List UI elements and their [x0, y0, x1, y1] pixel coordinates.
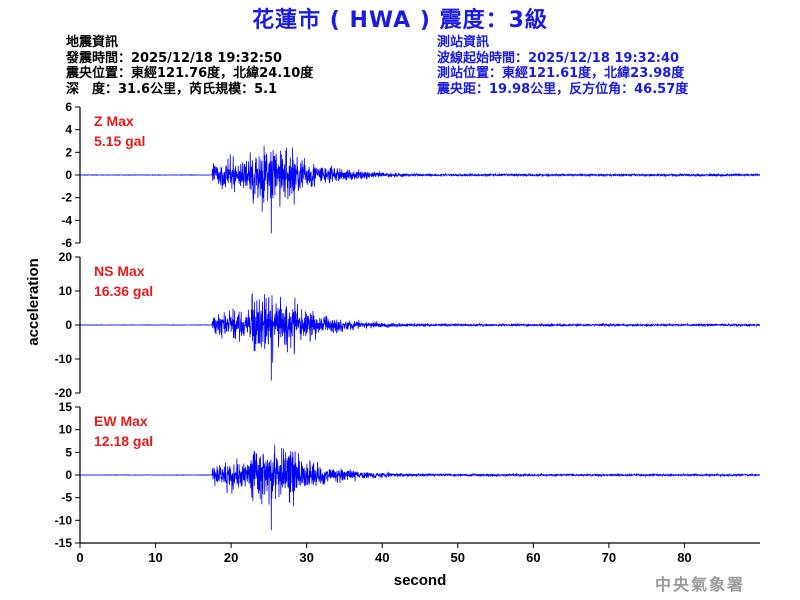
y-tick-label: 15 — [59, 400, 73, 414]
y-tick-label: -20 — [55, 386, 73, 400]
waveform-z — [79, 145, 761, 234]
earthquake-info-heading: 地震資訊 — [66, 35, 119, 50]
waveform-ew — [79, 444, 760, 531]
max-label: Z Max — [94, 113, 134, 129]
x-tick-label: 40 — [375, 550, 389, 565]
distance-azimuth: 震央距：19.98公里，反方位角：46.57度 — [437, 81, 689, 97]
y-tick-label: 20 — [59, 250, 73, 264]
y-tick-label: -10 — [55, 352, 73, 366]
y-tick-label: 6 — [65, 100, 72, 114]
y-tick-label: 10 — [59, 284, 73, 298]
epicenter-location: 震央位置：東經121.76度，北緯24.10度 — [66, 66, 314, 81]
max-label: NS Max — [94, 263, 145, 279]
x-tick-label: 80 — [677, 550, 691, 565]
x-tick-label: 0 — [76, 550, 83, 565]
y-tick-label: -5 — [61, 491, 72, 505]
x-tick-label: 70 — [602, 550, 616, 565]
max-value: 5.15 gal — [94, 133, 145, 149]
x-tick-label: 10 — [148, 550, 162, 565]
max-value: 12.18 gal — [94, 433, 153, 449]
waveform-ns — [79, 293, 761, 381]
y-tick-label: 5 — [65, 445, 72, 459]
y-tick-label: -4 — [61, 213, 72, 227]
wave-start-time: 波線起始時間：2025/12/18 19:32:40 — [437, 50, 680, 66]
station-info-heading: 測站資訊 — [437, 35, 490, 50]
y-tick-label: 0 — [65, 468, 72, 482]
y-axis-title: acceleration — [25, 258, 42, 346]
y-tick-label: -2 — [61, 191, 72, 205]
max-label: EW Max — [94, 413, 148, 429]
earthquake-info: 地震資訊 發震時間：2025/12/18 19:32:50 震央位置：東經121… — [66, 35, 313, 97]
y-tick-label: 4 — [65, 123, 72, 137]
x-tick-label: 20 — [224, 550, 238, 565]
x-tick-label: 60 — [526, 550, 540, 565]
depth-magnitude: 深 度：31.6公里，芮氏規模：5.1 — [66, 81, 278, 97]
x-tick-label: 50 — [451, 550, 465, 565]
station-location: 測站位置：東經121.61度，北緯23.98度 — [437, 66, 685, 81]
x-axis-title: second — [394, 572, 447, 589]
agency-logo: 中央氣象署 — [655, 575, 746, 594]
y-tick-label: -10 — [55, 513, 73, 527]
x-tick-label: 30 — [299, 550, 313, 565]
y-tick-label: 10 — [59, 423, 73, 437]
y-tick-label: 2 — [65, 145, 72, 159]
y-tick-label: -6 — [61, 236, 72, 250]
y-tick-label: 0 — [65, 168, 72, 182]
chart-title: 花蓮市 ( HWA ) 震度：3級 — [252, 8, 548, 33]
origin-time: 發震時間：2025/12/18 19:32:50 — [66, 50, 283, 66]
station-info: 測站資訊 波線起始時間：2025/12/18 19:32:40 測站位置：東經1… — [437, 35, 688, 97]
y-tick-label: 0 — [65, 318, 72, 332]
y-tick-label: -15 — [55, 536, 73, 550]
max-value: 16.36 gal — [94, 283, 153, 299]
